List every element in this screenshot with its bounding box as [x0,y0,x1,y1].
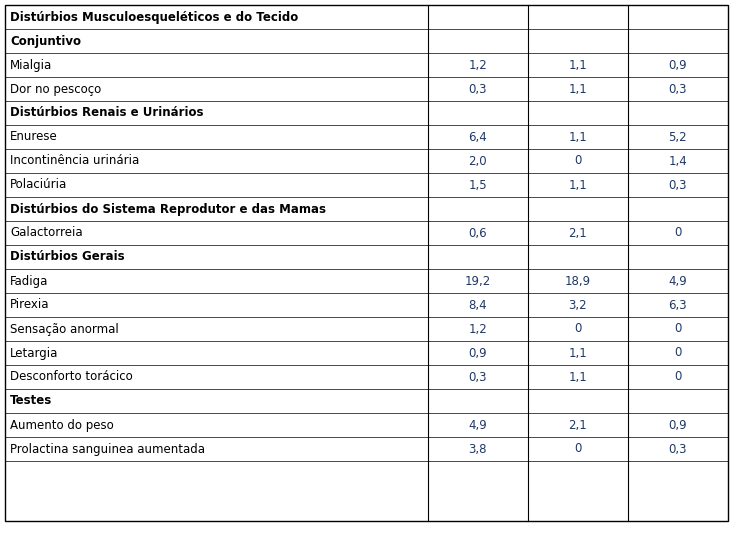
Text: 0,9: 0,9 [468,347,487,360]
Text: 1,1: 1,1 [568,58,587,71]
Text: 6,4: 6,4 [468,130,487,143]
Text: 6,3: 6,3 [668,299,687,312]
Text: 0,9: 0,9 [668,58,687,71]
Text: Galactorreia: Galactorreia [10,227,83,239]
Text: 2,1: 2,1 [568,419,587,432]
Text: Dor no pescoço: Dor no pescoço [10,82,101,95]
Text: Distúrbios Musculoesqueléticos e do Tecido: Distúrbios Musculoesqueléticos e do Teci… [10,10,298,23]
Text: Distúrbios do Sistema Reprodutor e das Mamas: Distúrbios do Sistema Reprodutor e das M… [10,203,326,215]
Text: 1,4: 1,4 [668,154,687,167]
Text: 0,3: 0,3 [468,82,487,95]
Text: Prolactina sanguinea aumentada: Prolactina sanguinea aumentada [10,443,205,456]
Text: 0: 0 [674,347,682,360]
Text: 18,9: 18,9 [564,275,591,288]
Text: 1,1: 1,1 [568,82,587,95]
Text: 0,3: 0,3 [668,82,687,95]
Text: Aumento do peso: Aumento do peso [10,419,114,432]
Text: Polaciúria: Polaciúria [10,179,67,191]
Text: 1,1: 1,1 [568,371,587,384]
Text: 4,9: 4,9 [668,275,687,288]
Text: Desconforto torácico: Desconforto torácico [10,371,133,384]
Text: 1,5: 1,5 [468,179,487,191]
Text: 0: 0 [674,227,682,239]
Text: 3,2: 3,2 [568,299,587,312]
Text: 0,3: 0,3 [668,443,687,456]
Text: Distúrbios Renais e Urinários: Distúrbios Renais e Urinários [10,106,204,119]
Text: 1,1: 1,1 [568,130,587,143]
Text: Letargia: Letargia [10,347,59,360]
Text: Pirexia: Pirexia [10,299,50,312]
Text: 4,9: 4,9 [468,419,487,432]
Text: 0: 0 [674,371,682,384]
Text: Incontinência urinária: Incontinência urinária [10,154,139,167]
Text: 1,1: 1,1 [568,347,587,360]
Text: 0: 0 [574,154,581,167]
Text: 0: 0 [674,323,682,336]
Text: 2,0: 2,0 [468,154,487,167]
Text: Sensação anormal: Sensação anormal [10,323,119,336]
Text: 5,2: 5,2 [668,130,687,143]
Text: Distúrbios Gerais: Distúrbios Gerais [10,251,125,263]
Text: 19,2: 19,2 [465,275,491,288]
Text: Mialgia: Mialgia [10,58,52,71]
Text: 0,6: 0,6 [468,227,487,239]
Text: 3,8: 3,8 [468,443,487,456]
Text: 0: 0 [574,443,581,456]
Text: Conjuntivo: Conjuntivo [10,34,81,47]
Text: 0,9: 0,9 [668,419,687,432]
Text: 1,2: 1,2 [468,323,487,336]
Text: Testes: Testes [10,395,52,408]
Text: 8,4: 8,4 [468,299,487,312]
Text: 2,1: 2,1 [568,227,587,239]
Text: Enurese: Enurese [10,130,58,143]
Text: Fadiga: Fadiga [10,275,48,288]
Text: 0,3: 0,3 [668,179,687,191]
Text: 1,1: 1,1 [568,179,587,191]
Text: 0: 0 [574,323,581,336]
Text: 0,3: 0,3 [468,371,487,384]
Text: 1,2: 1,2 [468,58,487,71]
